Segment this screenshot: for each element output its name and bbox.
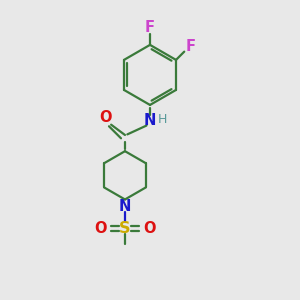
- Text: N: N: [119, 199, 131, 214]
- Text: F: F: [145, 20, 155, 35]
- Text: O: O: [99, 110, 112, 124]
- Text: O: O: [143, 221, 156, 236]
- Text: O: O: [94, 221, 106, 236]
- Text: H: H: [158, 112, 167, 126]
- Text: S: S: [119, 221, 131, 236]
- Text: N: N: [144, 113, 156, 128]
- Text: F: F: [186, 39, 196, 54]
